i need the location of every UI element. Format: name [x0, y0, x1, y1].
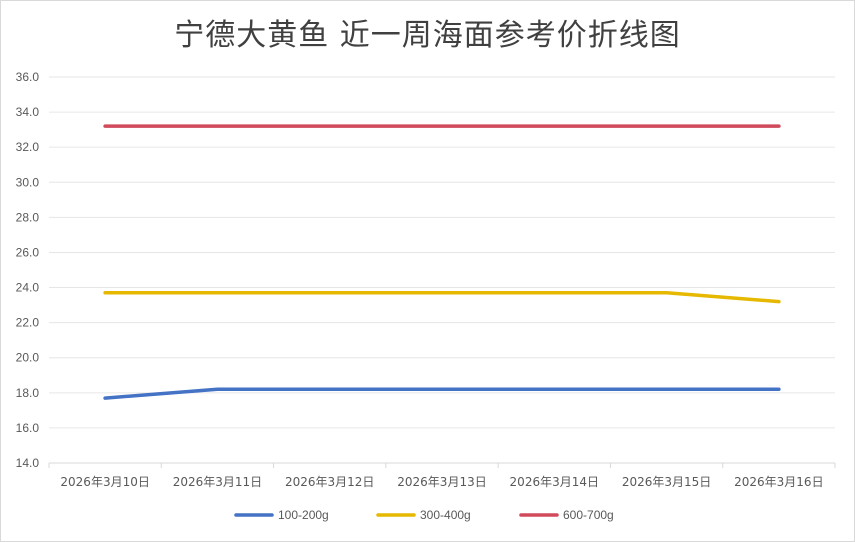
y-tick-label: 28.0 [16, 210, 40, 224]
y-tick-label: 26.0 [16, 245, 40, 259]
legend-label: 300-400g [420, 508, 471, 522]
y-axis-ticks: 14.0 16.0 18.0 20.0 22.0 24.0 26.0 28.0 30.0 32.0… [16, 70, 40, 470]
x-tick-label: 2026年3月16日 [734, 475, 823, 489]
y-tick-label: 24.0 [16, 281, 40, 295]
x-tick-label: 2026年3月12日 [285, 475, 374, 489]
x-axis-ticks: 2026年3月10日 2026年3月11日 2026年3月12日 2026年3月13日… [60, 475, 823, 489]
y-tick-label: 14.0 [16, 456, 40, 470]
chart-title: 宁德大黄鱼 近一周海面参考价折线图 [174, 18, 681, 53]
legend-label: 100-200g [278, 508, 329, 522]
y-tick-label: 16.0 [16, 421, 40, 435]
x-tick-label: 2026年3月10日 [60, 475, 149, 489]
y-tick-label: 36.0 [16, 70, 40, 84]
y-tick-label: 18.0 [16, 386, 40, 400]
y-tick-label: 20.0 [16, 351, 40, 365]
y-tick-label: 34.0 [16, 105, 40, 119]
y-tick-label: 32.0 [16, 140, 40, 154]
legend-label: 600-700g [563, 508, 614, 522]
y-tick-label: 22.0 [16, 316, 40, 330]
y-tick-label: 30.0 [16, 175, 40, 189]
x-tick-label: 2026年3月14日 [510, 475, 599, 489]
series-line-300-400g [103, 291, 781, 304]
x-tick-label: 2026年3月13日 [397, 475, 486, 489]
series-lines [103, 124, 781, 400]
legend: 100-200g 300-400g 600-700g [234, 508, 614, 522]
x-tick-label: 2026年3月11日 [173, 475, 262, 489]
grid-lines [48, 76, 836, 468]
x-tick-label: 2026年3月15日 [622, 475, 711, 489]
series-line-100-200g [103, 387, 781, 400]
